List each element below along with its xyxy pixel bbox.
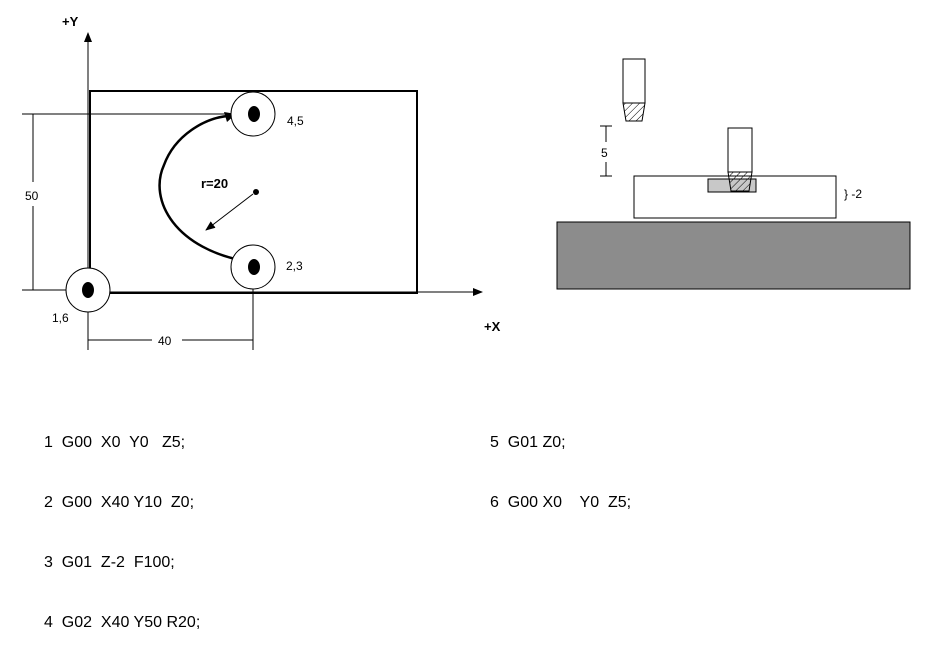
point-lower-marker [230,244,276,290]
tool-lowered [727,127,753,192]
width-dimension [87,289,254,350]
height-dimension-label: 50 [25,189,39,203]
machine-table [556,221,911,290]
point-upper-marker [230,91,276,137]
approach-dimension-label: 5 [601,146,608,160]
side-view: 5 } -2 [556,58,911,290]
arc-center-point [253,189,259,195]
program-line-1: 1 G00 X0 Y0 Z5; [44,434,186,451]
tool-raised [622,58,646,122]
height-dimension [22,113,230,291]
nc-program-right: 5 G01 Z0; 6 G00 X0 Y0 Z5; [490,393,631,533]
approach-dimension [600,125,612,177]
point-lower-label: 2,3 [286,259,303,273]
depth-dimension-label: } -2 [844,187,862,201]
program-line-3: 3 G01 Z-2 F100; [44,554,175,571]
tool-path-arc [158,114,251,264]
point-upper-label: 4,5 [287,114,304,128]
program-line-5: 5 G01 Z0; [490,434,566,451]
cnc-diagram: +Y +X r=20 1,6 2,3 4,5 [22,14,911,350]
nc-program-left: 1 G00 X0 Y0 Z5; 2 G00 X40 Y10 Z0; 3 G01 … [44,393,200,653]
radius-label: r=20 [201,176,228,191]
point-start-marker [65,267,111,313]
program-line-2: 2 G00 X40 Y10 Z0; [44,494,195,511]
program-line-4: 4 G02 X40 Y50 R20; [44,614,201,631]
x-axis-label: +X [484,319,501,334]
radius-arrow [205,193,254,231]
y-axis-label: +Y [62,14,79,29]
program-line-6: 6 G00 X0 Y0 Z5; [490,494,632,511]
top-view: +Y +X r=20 1,6 2,3 4,5 [22,14,501,350]
width-dimension-label: 40 [158,334,172,348]
point-start-label: 1,6 [52,311,69,325]
